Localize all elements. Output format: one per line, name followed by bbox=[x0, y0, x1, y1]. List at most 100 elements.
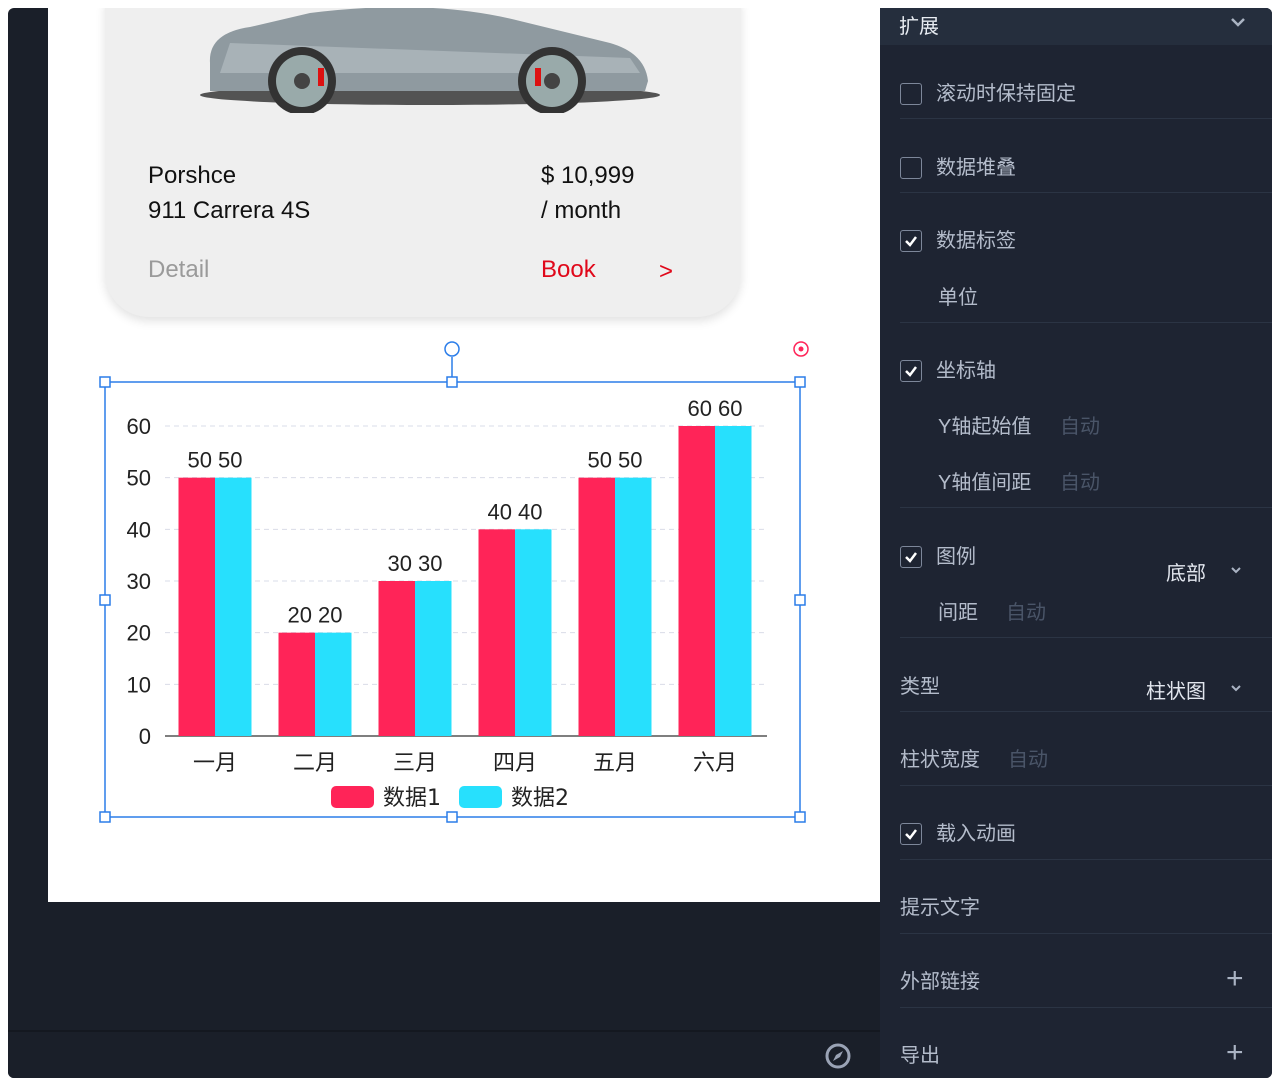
resize-handle[interactable] bbox=[446, 811, 458, 823]
y-tick-label: 40 bbox=[127, 517, 151, 542]
rotate-handle bbox=[444, 341, 460, 357]
divider bbox=[900, 192, 1272, 193]
car-card[interactable]: Porshce 911 Carrera 4S $ 10,999 / month … bbox=[105, 8, 741, 317]
bar-数据2 bbox=[715, 426, 752, 736]
bar-数据1 bbox=[678, 426, 715, 736]
option-label: 数据堆叠 bbox=[936, 157, 1016, 179]
x-tick-label: 四月 bbox=[493, 751, 537, 776]
data-label: 60 60 bbox=[687, 396, 742, 421]
y-tick-label: 30 bbox=[127, 569, 151, 594]
x-tick-label: 二月 bbox=[293, 751, 337, 776]
data-label: 50 50 bbox=[587, 448, 642, 473]
option-label: 柱状宽度 bbox=[900, 749, 980, 771]
checkbox[interactable] bbox=[900, 230, 922, 252]
bar-数据2 bbox=[215, 477, 252, 736]
resize-handle[interactable] bbox=[99, 811, 111, 823]
data-label: 50 50 bbox=[187, 448, 242, 473]
x-tick-label: 一月 bbox=[193, 751, 237, 776]
auto-value-input[interactable]: 自动 bbox=[1006, 602, 1046, 624]
extension-section-header[interactable]: 扩展 bbox=[880, 8, 1272, 45]
auto-value-input[interactable]: 自动 bbox=[1060, 472, 1100, 494]
divider bbox=[900, 118, 1272, 119]
chevron-down-icon[interactable] bbox=[1230, 683, 1242, 693]
option-label: 提示文字 bbox=[900, 897, 980, 919]
car-price: $ 10,999 bbox=[541, 162, 635, 189]
resize-handle[interactable] bbox=[794, 376, 806, 388]
chevron-down-icon[interactable] bbox=[1230, 565, 1242, 575]
divider bbox=[900, 785, 1272, 786]
checkbox[interactable] bbox=[900, 360, 922, 382]
resize-handle[interactable] bbox=[446, 376, 458, 388]
divider bbox=[900, 507, 1272, 508]
properties-panel: 扩展 滚动时保持固定 数据堆叠 数据标签 单位 坐标轴 Y轴起始值 自动 Y轴值间距 自动 图例底… bbox=[880, 8, 1272, 1078]
y-tick-label: 20 bbox=[127, 621, 151, 646]
detail-link[interactable]: Detail bbox=[148, 256, 210, 283]
legend-label: 数据2 bbox=[511, 786, 569, 811]
auto-value-input[interactable]: 自动 bbox=[1060, 416, 1100, 438]
delete-handle-dot bbox=[798, 346, 804, 352]
option-label: 类型 bbox=[900, 676, 940, 698]
bar-数据1 bbox=[378, 581, 415, 736]
bottom-toolbar bbox=[8, 1030, 880, 1078]
divider bbox=[900, 637, 1272, 638]
legend-swatch bbox=[459, 786, 502, 808]
divider bbox=[900, 711, 1272, 712]
option-label: 外部链接 bbox=[900, 971, 980, 993]
auto-value-input[interactable]: 自动 bbox=[1008, 749, 1048, 771]
car-brand: Porshce bbox=[148, 162, 237, 189]
option-label: 图例 bbox=[936, 546, 976, 568]
add-icon[interactable]: + bbox=[1226, 1036, 1244, 1069]
option-label: 坐标轴 bbox=[936, 360, 996, 382]
bar-数据1 bbox=[578, 477, 615, 736]
checkbox[interactable] bbox=[900, 83, 922, 105]
divider bbox=[900, 322, 1272, 323]
select-value[interactable]: 底部 bbox=[1166, 563, 1206, 585]
resize-handle[interactable] bbox=[794, 594, 806, 606]
y-tick-label: 60 bbox=[127, 414, 151, 439]
option-label: Y轴值间距 bbox=[938, 472, 1032, 494]
option-label: 单位 bbox=[938, 287, 978, 309]
chevron-down-icon[interactable] bbox=[1230, 16, 1246, 28]
option-label: 导出 bbox=[900, 1045, 940, 1067]
checkbox[interactable] bbox=[900, 823, 922, 845]
checkbox[interactable] bbox=[900, 157, 922, 179]
resize-handle[interactable] bbox=[99, 376, 111, 388]
price-period: / month bbox=[541, 197, 622, 224]
option-label: 间距 bbox=[938, 602, 978, 624]
option-label: 滚动时保持固定 bbox=[936, 83, 1076, 105]
y-tick-label: 10 bbox=[127, 672, 151, 697]
checkbox[interactable] bbox=[900, 546, 922, 568]
x-tick-label: 五月 bbox=[593, 751, 637, 776]
bar-数据2 bbox=[615, 477, 652, 736]
divider bbox=[900, 859, 1272, 860]
car-image bbox=[200, 8, 660, 113]
option-label: 载入动画 bbox=[936, 823, 1016, 845]
bar-数据1 bbox=[178, 477, 215, 736]
bar-数据2 bbox=[415, 581, 452, 736]
y-tick-label: 50 bbox=[127, 466, 151, 491]
divider bbox=[900, 933, 1272, 934]
legend-swatch bbox=[331, 786, 374, 808]
x-tick-label: 三月 bbox=[393, 751, 437, 776]
resize-handle[interactable] bbox=[794, 811, 806, 823]
y-tick-label: 0 bbox=[139, 724, 151, 749]
option-label: 数据标签 bbox=[936, 230, 1016, 252]
book-arrow-icon[interactable]: > bbox=[659, 258, 674, 285]
bar-数据1 bbox=[278, 632, 315, 736]
section-title: 扩展 bbox=[899, 16, 939, 38]
option-label: Y轴起始值 bbox=[938, 416, 1032, 438]
resize-handle[interactable] bbox=[99, 594, 111, 606]
divider bbox=[900, 1007, 1272, 1008]
data-label: 20 20 bbox=[287, 603, 342, 628]
book-button[interactable]: Book bbox=[541, 256, 596, 283]
data-label: 40 40 bbox=[487, 499, 542, 524]
data-label: 30 30 bbox=[387, 551, 442, 576]
legend-label: 数据1 bbox=[383, 786, 441, 811]
compass-icon[interactable] bbox=[824, 1042, 852, 1070]
add-icon[interactable]: + bbox=[1226, 962, 1244, 995]
select-value[interactable]: 柱状图 bbox=[1146, 681, 1206, 703]
x-tick-label: 六月 bbox=[693, 751, 737, 776]
car-model: 911 Carrera 4S bbox=[148, 197, 311, 224]
bar-数据1 bbox=[478, 529, 515, 736]
